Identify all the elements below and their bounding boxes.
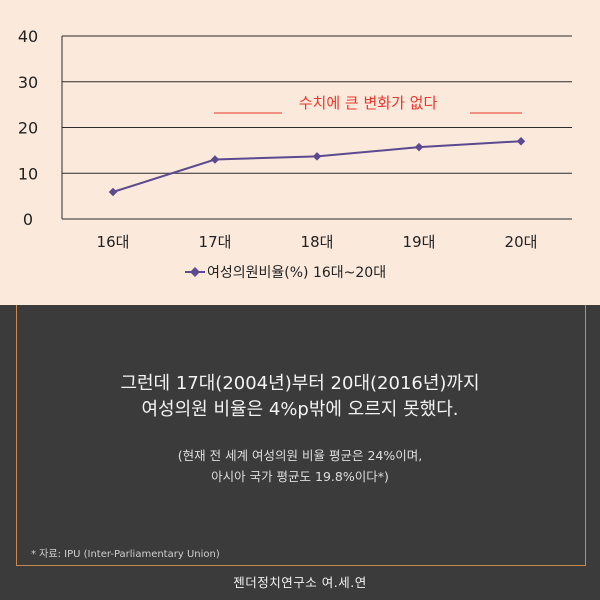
y-tick-label: 10 [18, 164, 38, 183]
x-tick-label: 16대 [97, 233, 130, 251]
data-point [210, 155, 220, 164]
credit-footer: 젠더정치연구소 여.세.연 [233, 575, 367, 590]
series-group [108, 136, 526, 197]
y-tick-label: 20 [18, 119, 38, 138]
y-tick-label: 0 [23, 210, 33, 229]
x-tick-label: 20대 [505, 233, 538, 251]
x-tick-label: 18대 [301, 233, 334, 251]
data-point [414, 142, 424, 152]
y-axis-ticks: 0 10 20 30 40 [18, 27, 38, 229]
source-note: * 자료: IPU (Inter-Parliamentary Union) [31, 549, 220, 560]
grid-lines [61, 35, 572, 220]
data-point [516, 136, 526, 146]
text-panel: 그런데 17대(2004년)부터 20대(2016년)까지 여성의원 비율은 4… [0, 305, 600, 600]
sub-message-line-2: 아시아 국가 평균도 19.8%이다*) [211, 469, 389, 484]
x-tick-label: 19대 [403, 233, 436, 251]
legend-marker-swatch [190, 267, 200, 277]
sub-message: (현재 전 세계 여성의원 비율 평균은 24%이며, 아시아 국가 평균도 1… [0, 445, 600, 487]
sub-message-line-1: (현재 전 세계 여성의원 비율 평균은 24%이며, [177, 448, 423, 463]
data-point [312, 152, 322, 161]
main-message-line-2: 여성의원 비율은 4%p밖에 오르지 못했다. [141, 399, 459, 420]
annotation-text: 수치에 큰 변화가 없다 [299, 94, 438, 112]
data-point [108, 187, 118, 197]
legend: 여성의원비율(%) 16대~20대 [185, 265, 386, 281]
legend-label: 여성의원비율(%) 16대~20대 [207, 265, 386, 281]
chart-panel: 0 10 20 30 40 16대 17대 18대 19대 20대 수치에 큰 변화가 없다 여… [0, 0, 600, 305]
y-tick-label: 40 [18, 27, 38, 46]
series-line [112, 140, 522, 193]
line-chart: 0 10 20 30 40 16대 17대 18대 19대 20대 수치에 큰 변화가 없다 여… [18, 27, 572, 281]
panel-frame [16, 305, 586, 566]
y-tick-label: 30 [18, 73, 38, 92]
main-message: 그런데 17대(2004년)부터 20대(2016년)까지 여성의원 비율은 4… [0, 371, 600, 423]
x-tick-label: 17대 [199, 233, 232, 251]
annotation-group: 수치에 큰 변화가 없다 [214, 94, 522, 114]
x-axis-ticks: 16대 17대 18대 19대 20대 [97, 233, 538, 251]
main-message-line-1: 그런데 17대(2004년)부터 20대(2016년)까지 [120, 373, 480, 394]
